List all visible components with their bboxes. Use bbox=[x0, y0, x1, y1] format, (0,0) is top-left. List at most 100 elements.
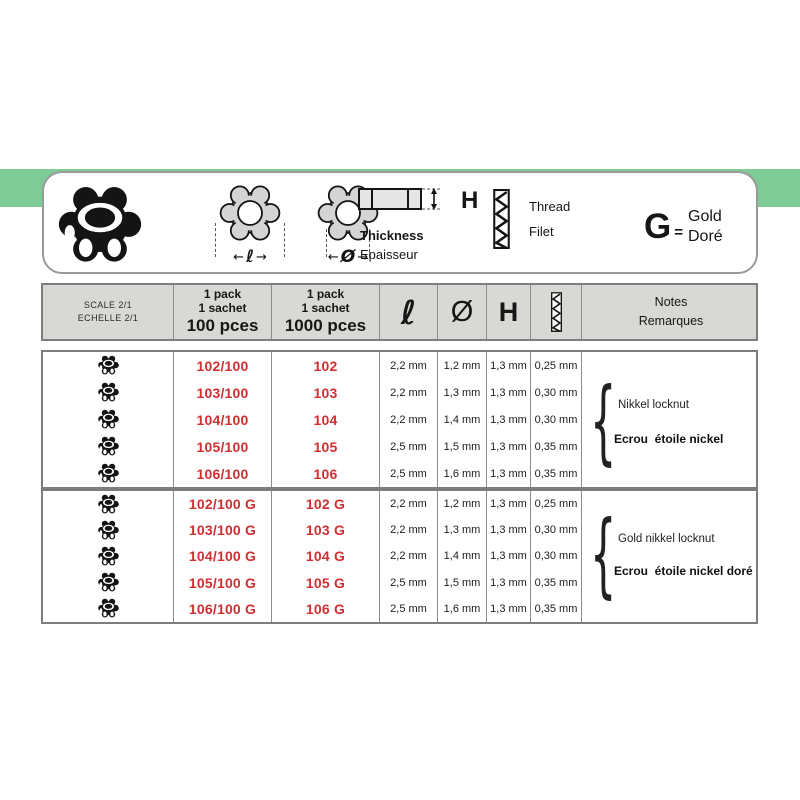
curly-brace: { bbox=[590, 501, 617, 608]
locknut-row-icon bbox=[43, 406, 174, 433]
length-symbol: ℓ bbox=[400, 292, 417, 332]
curly-brace: { bbox=[590, 368, 617, 475]
locknut-row-icon bbox=[43, 352, 174, 379]
ref-1000: 106 G bbox=[305, 600, 346, 617]
locknut-3d-illustration bbox=[54, 184, 146, 268]
dimension-guide-left bbox=[215, 223, 216, 257]
ref-100: 103/100 G bbox=[188, 522, 257, 539]
thread-icon bbox=[493, 189, 510, 249]
ref-1000: 105 bbox=[313, 438, 338, 455]
ref-100: 102/100 bbox=[196, 357, 249, 374]
ref-100: 105/100 G bbox=[188, 574, 257, 591]
star-top-view-diameter: ← Ø → bbox=[310, 183, 386, 273]
height-value: 1,3 mm bbox=[490, 467, 527, 480]
thickness-label-en: Thickness bbox=[360, 228, 424, 243]
height-value: 1,3 mm bbox=[490, 498, 527, 511]
ref-100: 104/100 bbox=[196, 411, 249, 428]
star-nut-outline-icon bbox=[212, 183, 288, 243]
length-value: 2,2 mm bbox=[390, 386, 427, 399]
note-en: Gold nikkel locknut bbox=[618, 533, 715, 545]
h-symbol: H bbox=[498, 296, 519, 327]
locknut-row-icon bbox=[43, 517, 174, 544]
diameter-value: 1,2 mm bbox=[443, 498, 481, 511]
ref-1000: 104 bbox=[313, 411, 338, 428]
diameter-dimension-label: ← Ø → bbox=[310, 249, 386, 266]
thread-legend: Thread Filet bbox=[493, 189, 623, 259]
ref-1000: 104 G bbox=[305, 548, 346, 565]
header-height-column: H bbox=[487, 285, 531, 339]
thickness-section-icon bbox=[358, 188, 440, 210]
sachet-line: 1 sachet bbox=[301, 300, 350, 315]
height-value: 1,3 mm bbox=[490, 550, 527, 563]
ref-100: 106/100 bbox=[196, 465, 249, 482]
thread-value: 0,35 mm bbox=[534, 602, 578, 615]
diameter-value: 1,6 mm bbox=[443, 602, 481, 615]
ref-1000: 103 G bbox=[305, 522, 346, 539]
locknut-row-icon bbox=[43, 543, 174, 570]
note-fr: Ecrou étoile nickel doré bbox=[614, 564, 753, 578]
arrow-left-icon: ← bbox=[327, 250, 339, 265]
thread-value: 0,25 mm bbox=[534, 498, 578, 511]
table-group-nickel: 102/100 102 2,2 mm 1,2 mm 1,3 mm 0,25 mm… bbox=[41, 350, 758, 489]
ref-100: 103/100 bbox=[196, 384, 249, 401]
notes-label-fr: Remarques bbox=[638, 314, 704, 328]
ref-1000: 106 bbox=[313, 465, 338, 482]
header-diameter-column: Ø bbox=[438, 285, 487, 339]
thickness-diagram: H Thickness Epaisseur bbox=[358, 187, 518, 267]
pack-line: 1 pack bbox=[203, 287, 242, 301]
table-header: SCALE 2/1 ECHELLE 2/1 1 pack 1 sachet 10… bbox=[41, 283, 758, 341]
h-dimension-label: H bbox=[461, 187, 479, 214]
length-symbol: ℓ bbox=[245, 247, 255, 267]
length-value: 2,2 mm bbox=[390, 524, 427, 537]
thread-label-fr: Filet bbox=[529, 223, 554, 239]
notes-nickel: { Nikkel locknut Ecrou étoile nickel bbox=[582, 352, 760, 487]
ref-1000: 103 bbox=[313, 384, 338, 401]
legend-box: ← ℓ → ← Ø → H Thickness Epaisseur bbox=[42, 171, 758, 274]
ref-1000: 102 bbox=[313, 357, 338, 374]
locknut-row-icon bbox=[43, 569, 174, 596]
ref-100: 105/100 bbox=[196, 438, 249, 455]
length-value: 2,2 mm bbox=[390, 359, 427, 372]
locknut-row-icon bbox=[43, 491, 174, 518]
locknut-row-icon bbox=[43, 379, 174, 406]
arrow-left-icon: ← bbox=[233, 250, 244, 265]
height-value: 1,3 mm bbox=[490, 440, 527, 453]
dimension-guide-right bbox=[369, 229, 370, 257]
star-top-view-length: ← ℓ → bbox=[212, 183, 288, 273]
note-fr: Ecrou étoile nickel bbox=[614, 432, 724, 446]
thickness-label-fr: Epaisseur bbox=[360, 246, 418, 262]
diameter-value: 1,4 mm bbox=[443, 413, 481, 426]
gold-legend: G = Gold Doré bbox=[644, 199, 754, 255]
ref-1000: 105 G bbox=[305, 574, 346, 591]
diameter-value: 1,5 mm bbox=[443, 440, 481, 453]
length-value: 2,5 mm bbox=[390, 602, 427, 615]
pieces-line: 1000 pces bbox=[284, 315, 367, 335]
equals-sign: = bbox=[674, 223, 683, 241]
scale-label-fr: ECHELLE 2/1 bbox=[77, 313, 139, 323]
sachet-line: 1 sachet bbox=[198, 300, 247, 315]
header-pack-1000: 1 pack 1 sachet 1000 pces bbox=[272, 285, 380, 339]
scale-label-en: SCALE 2/1 bbox=[83, 299, 133, 310]
length-value: 2,2 mm bbox=[390, 413, 427, 426]
pieces-line: 100 pces bbox=[186, 315, 259, 335]
notes-gold: { Gold nikkel locknut Ecrou étoile nicke… bbox=[582, 491, 760, 622]
ref-1000: 102 G bbox=[305, 496, 346, 513]
diameter-symbol: Ø bbox=[340, 247, 356, 267]
locknut-row-icon bbox=[43, 460, 174, 487]
arrow-right-icon: → bbox=[357, 250, 369, 265]
height-value: 1,3 mm bbox=[490, 386, 527, 399]
gold-label-en: Gold bbox=[688, 208, 722, 225]
diameter-value: 1,6 mm bbox=[443, 467, 481, 480]
height-value: 1,3 mm bbox=[490, 359, 527, 372]
ref-100: 106/100 G bbox=[188, 600, 257, 617]
diameter-value: 1,5 mm bbox=[443, 576, 481, 589]
note-en: Nikkel locknut bbox=[618, 399, 689, 411]
thread-value: 0,30 mm bbox=[534, 386, 578, 399]
locknut-row-icon bbox=[43, 433, 174, 460]
length-value: 2,2 mm bbox=[390, 550, 427, 563]
height-value: 1,3 mm bbox=[490, 524, 527, 537]
thread-value: 0,35 mm bbox=[534, 440, 578, 453]
diameter-value: 1,3 mm bbox=[443, 386, 481, 399]
header-notes-column: Notes Remarques bbox=[582, 285, 760, 339]
height-value: 1,3 mm bbox=[490, 413, 527, 426]
